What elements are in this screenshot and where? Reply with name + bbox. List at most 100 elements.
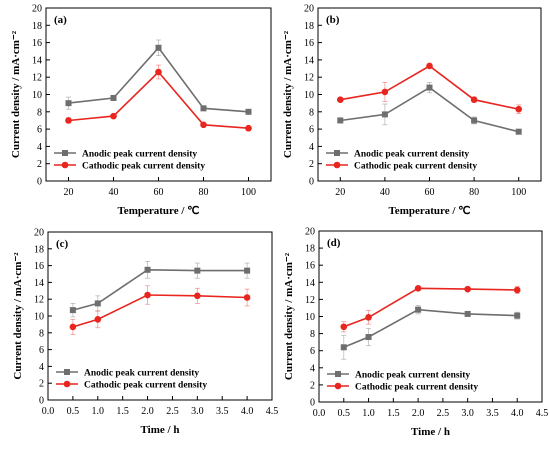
data-point-anodic [194,267,201,274]
x-tick-label: 3.0 [191,406,204,417]
legend-marker [334,382,342,390]
y-tick-label: 8 [309,107,314,118]
data-point-cathodic [110,112,117,120]
data-point-anodic [110,94,117,101]
y-tick-label: 18 [34,244,44,255]
y-tick-label: 6 [37,125,42,136]
y-axis-title: Current density / mA·cm⁻² [283,252,295,380]
legend-label: Cathodic peak current density [354,162,477,172]
y-tick-label: 10 [34,312,44,323]
legend-marker [63,380,71,388]
data-point-cathodic [515,105,522,113]
data-point-anodic [244,267,251,274]
legend-label: Anodic peak current density [355,371,470,381]
y-tick-label: 2 [37,159,42,170]
x-tick-label: 0.0 [313,408,326,419]
x-tick-label: 4.0 [511,408,524,419]
y-tick-label: 4 [39,362,44,373]
data-point-anodic [245,108,252,115]
data-point-cathodic [337,96,344,103]
x-tick-label: 2.0 [412,408,425,419]
chart-panel: 0 2 4 6 8 10 12 14 16 18 20 20 40 60 80 100 Temperature … [10,4,272,217]
x-tick-label: 2.5 [437,408,450,419]
x-tick-label: 0.5 [338,408,351,419]
chart-panel: 0 2 4 6 8 10 12 14 16 18 20 0.0 0.5 1.0 1.5 2.0 2.5 3.0 3.… [283,227,548,439]
chart-panel: 0 2 4 6 8 10 12 14 16 18 20 0.0 0.5 1.0 1.5 2.0 2.5 3.0 3.… [12,228,278,437]
y-tick-label: 14 [34,278,44,289]
x-tick-label: 4.5 [266,406,279,417]
x-axis-title: Temperature / ℃ [117,205,199,217]
data-point-anodic [365,334,372,341]
data-point-cathodic [470,96,478,103]
y-tick-label: 6 [310,346,315,357]
y-tick-label: 0 [309,177,314,188]
data-point-anodic [200,105,207,112]
data-point-anodic [94,300,101,307]
panel-label: (d) [327,237,341,249]
y-tick-label: 4 [310,363,315,374]
x-tick-label: 2.0 [141,406,154,417]
x-tick-label: 0.5 [67,406,80,417]
x-tick-label: 60 [154,187,164,198]
y-tick-label: 8 [39,328,44,339]
legend-label: Cathodic peak current density [84,381,207,391]
series-line [343,287,518,328]
x-tick-label: 1.0 [362,408,375,419]
y-tick-label: 16 [304,38,314,49]
legend-marker [61,161,69,169]
data-point-anodic [340,344,347,351]
panel-label: (a) [54,14,67,26]
y-tick-label: 2 [309,159,314,170]
x-tick-label: 1.0 [92,406,105,417]
legend-marker [64,369,70,375]
data-point-cathodic [200,121,207,129]
y-tick-label: 12 [32,73,42,84]
legend-marker [333,161,341,169]
data-point-cathodic [365,314,372,321]
y-tick-label: 20 [32,4,42,15]
y-tick-label: 14 [304,55,314,66]
data-point-anodic [155,44,162,51]
x-tick-label: 3.5 [486,408,499,419]
legend-label: Anodic peak current density [84,369,199,379]
x-tick-label: 60 [425,187,435,198]
legend-marker [62,150,68,156]
x-tick-label: 40 [380,187,390,198]
data-point-cathodic [381,88,389,96]
data-point-cathodic [65,117,72,124]
y-tick-label: 8 [37,107,42,118]
x-tick-label: 3.0 [461,408,474,419]
data-point-cathodic [340,323,348,331]
y-tick-label: 18 [305,244,315,255]
panel-label: (b) [326,14,340,26]
legend-marker [334,150,340,156]
y-tick-label: 0 [310,398,315,409]
y-tick-label: 20 [305,227,315,238]
x-tick-label: 20 [64,187,74,198]
y-axis-title: Current density / mA·cm⁻² [10,30,22,158]
data-point-anodic [464,310,471,317]
y-tick-label: 16 [305,261,315,272]
x-tick-label: 80 [199,187,209,198]
data-point-anodic [514,312,521,319]
y-tick-label: 14 [305,278,315,289]
y-tick-label: 4 [309,142,314,153]
data-point-cathodic [69,323,77,331]
y-tick-label: 4 [37,142,42,153]
data-point-cathodic [245,124,252,132]
y-tick-label: 10 [305,312,315,323]
y-tick-label: 16 [32,38,42,49]
y-axis-title: Current density / mA·cm⁻² [282,30,294,158]
data-point-anodic [69,307,76,314]
x-axis-title: Time / h [141,424,180,436]
data-point-anodic [144,266,151,273]
y-tick-label: 20 [34,228,44,239]
y-tick-label: 6 [39,345,44,356]
y-tick-label: 12 [305,295,315,306]
data-point-cathodic [414,284,422,292]
data-point-cathodic [513,286,521,294]
x-axis-title: Time / h [411,426,450,438]
data-point-anodic [515,128,522,135]
y-tick-label: 12 [304,73,314,84]
